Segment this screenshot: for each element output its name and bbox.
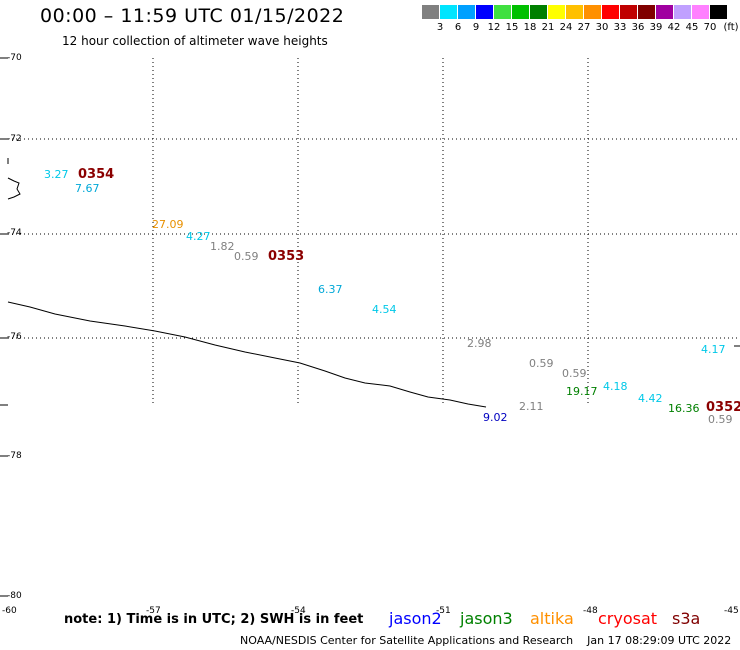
wave-height-value: 4.17 — [701, 343, 726, 356]
wave-height-value: 16.36 — [668, 402, 700, 415]
wave-height-value: 4.54 — [372, 303, 397, 316]
lon-label: -54 — [291, 606, 306, 616]
wave-height-value: 19.17 — [566, 385, 598, 398]
lon-label: -48 — [583, 606, 598, 616]
legend-swatch — [584, 5, 601, 19]
legend-swatch — [494, 5, 511, 19]
footer-credit: NOAA/NESDIS Center for Satellite Applica… — [240, 634, 731, 647]
legend-label: 27 — [577, 22, 591, 33]
legend-swatch — [476, 5, 493, 19]
legend-swatch — [440, 5, 457, 19]
wave-height-value: 0.59 — [529, 357, 554, 370]
legend-label: 42 — [667, 22, 681, 33]
satellite-legend-jason2: jason2 — [389, 609, 442, 628]
legend-swatch — [548, 5, 565, 19]
legend-label: 36 — [631, 22, 645, 33]
wave-height-value: 1.82 — [210, 240, 235, 253]
coastline-island — [7, 177, 21, 200]
lon-label: -57 — [146, 606, 161, 616]
legend-label: 24 — [559, 22, 573, 33]
legend-label: 15 — [505, 22, 519, 33]
legend-label: 33 — [613, 22, 627, 33]
legend-label: 6 — [454, 22, 462, 33]
legend-swatch — [638, 5, 655, 19]
wave-height-value: 4.18 — [603, 380, 628, 393]
orbit-label: 0353 — [268, 249, 305, 264]
legend-swatch — [512, 5, 529, 19]
wave-height-value: 3.27 — [44, 168, 69, 181]
lon-label: -51 — [436, 606, 451, 616]
legend-swatch — [656, 5, 673, 19]
lon-label: -60 — [2, 606, 17, 616]
color-legend: 3 6 9 12 15 18 21 24 27 30 33 36 39 42 4… — [422, 5, 740, 37]
lat-label: -78 — [7, 451, 22, 461]
legend-label: 39 — [649, 22, 663, 33]
wave-height-value: 0.59 — [234, 250, 259, 263]
page-title: 00:00 – 11:59 UTC 01/15/2022 — [40, 5, 345, 27]
orbit-label: 0354 — [78, 167, 115, 182]
wave-height-value: 27.09 — [152, 218, 184, 231]
lat-label: -74 — [7, 228, 22, 238]
wave-height-value: 4.42 — [638, 392, 663, 405]
satellite-legend-s3a: s3a — [672, 609, 701, 628]
coastline — [7, 301, 487, 408]
wave-height-value: 0.59 — [708, 413, 733, 426]
legend-swatch — [458, 5, 475, 19]
legend-swatch — [530, 5, 547, 19]
legend-label: 30 — [595, 22, 609, 33]
wave-height-value: 2.98 — [467, 337, 492, 350]
legend-label: 18 — [523, 22, 537, 33]
legend-swatch — [674, 5, 691, 19]
wave-height-value: 7.67 — [75, 182, 100, 195]
satellite-legend-cryosat: cryosat — [598, 609, 658, 628]
credit-text: NOAA/NESDIS Center for Satellite Applica… — [240, 634, 574, 647]
legend-swatch — [710, 5, 727, 19]
wave-height-value: 6.37 — [318, 283, 343, 296]
legend-label: 9 — [472, 22, 480, 33]
orbit-label: 0352 — [706, 400, 740, 415]
wave-height-value: 4.27 — [186, 230, 211, 243]
legend-label: 12 — [487, 22, 501, 33]
wave-height-value: 2.11 — [519, 400, 544, 413]
legend-label: 3 — [436, 22, 444, 33]
lat-label: -80 — [7, 591, 22, 601]
lat-tick-marks — [0, 57, 8, 597]
lat-label: -70 — [7, 53, 22, 63]
legend-label: 70 — [703, 22, 717, 33]
lat-label: -76 — [7, 332, 22, 342]
wave-height-value: 9.02 — [483, 411, 508, 424]
satellite-legend-jason3: jason3 — [460, 609, 513, 628]
footer-note: note: 1) Time is in UTC; 2) SWH is in fe… — [64, 612, 364, 627]
legend-swatch — [422, 5, 439, 19]
lon-gridlines — [152, 58, 589, 405]
legend-swatch — [620, 5, 637, 19]
lon-label: -45 — [724, 606, 739, 616]
page-subtitle: 12 hour collection of altimeter wave hei… — [62, 34, 328, 48]
legend-label: 21 — [541, 22, 555, 33]
satellite-legend-altika: altika — [530, 609, 574, 628]
lat-label: -72 — [7, 134, 22, 144]
wave-height-value: 0.59 — [562, 367, 587, 380]
legend-swatch — [566, 5, 583, 19]
legend-label: 45 — [685, 22, 699, 33]
legend-swatch — [692, 5, 709, 19]
legend-unit: (ft) — [723, 22, 739, 33]
timestamp: Jan 17 08:29:09 UTC 2022 — [587, 634, 732, 647]
legend-swatch — [602, 5, 619, 19]
